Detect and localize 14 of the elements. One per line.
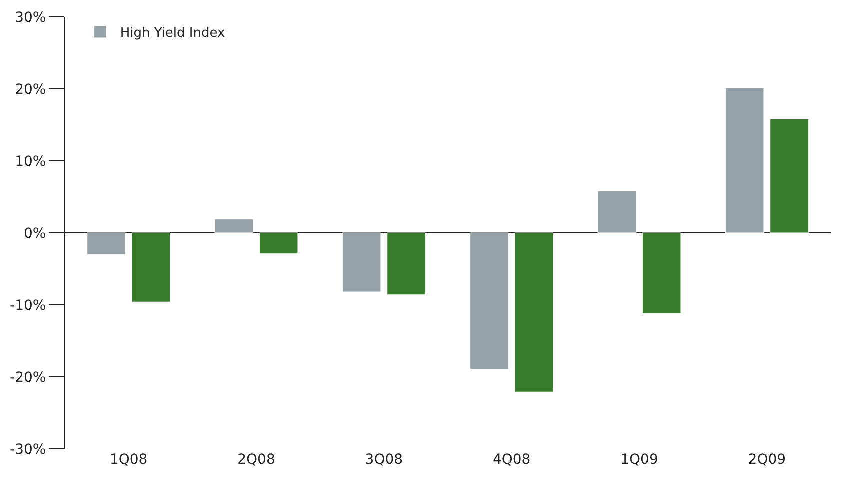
y-tick-label: -10% xyxy=(10,298,46,314)
y-tick-label: 0% xyxy=(24,226,46,242)
legend-label: High Yield Index xyxy=(120,26,226,42)
y-tick-label: -20% xyxy=(10,370,46,386)
x-tick-label: 1Q09 xyxy=(620,452,658,468)
y-tick-label: 10% xyxy=(15,154,46,170)
x-tick-label: 2Q08 xyxy=(238,452,276,468)
x-tick-label: 3Q08 xyxy=(365,452,404,468)
y-tick-label: 30% xyxy=(15,10,46,26)
y-tick-label: -30% xyxy=(10,442,46,458)
x-tick-label: 1Q08 xyxy=(110,452,148,468)
x-tick-label: 4Q08 xyxy=(492,452,531,468)
x-tick-label: 2Q09 xyxy=(748,452,786,468)
y-tick-label: 20% xyxy=(15,82,46,98)
